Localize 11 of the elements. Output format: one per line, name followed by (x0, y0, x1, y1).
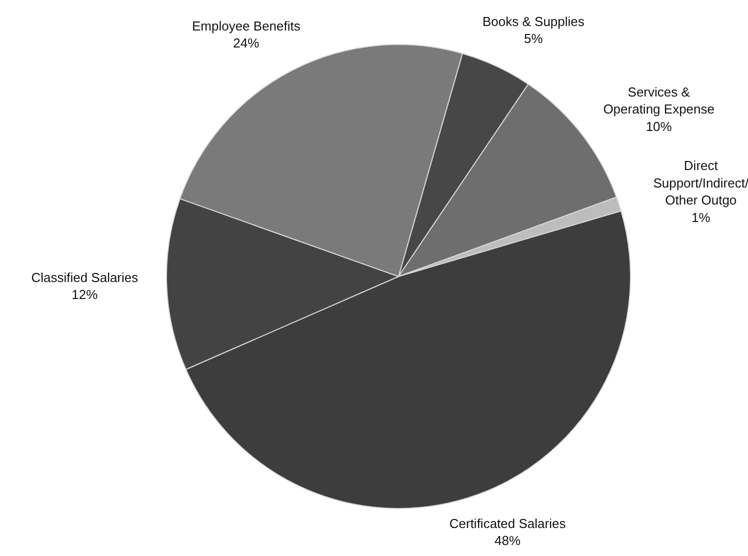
data-label: 24% (233, 36, 260, 51)
data-label: 5% (524, 31, 544, 46)
data-label: 12% (72, 287, 98, 302)
slice-label: Books & Supplies (482, 14, 585, 29)
data-label: 1% (692, 210, 711, 225)
slice-label: Services & Operating Expense (603, 84, 714, 117)
slice-label: Employee Benefits (192, 18, 301, 34)
slice-label: Classified Salaries (31, 270, 139, 285)
data-label: 10% (646, 118, 672, 134)
slice-label: Certificated Salaries (449, 516, 566, 531)
data-label: 48% (494, 533, 521, 548)
